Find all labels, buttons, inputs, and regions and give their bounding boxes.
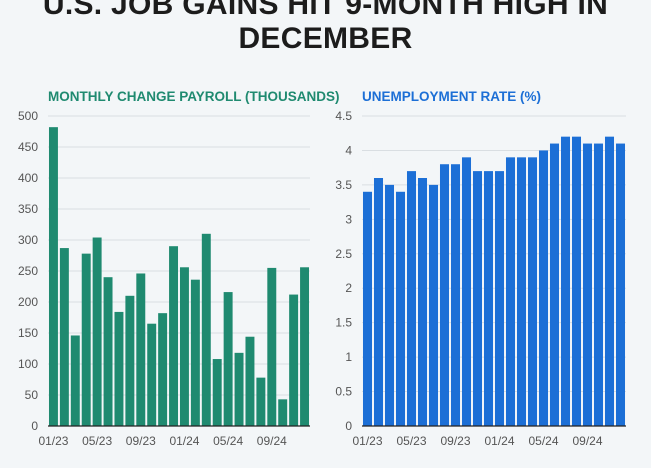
bar-09/23 bbox=[136, 273, 146, 426]
bar-09/24 bbox=[582, 143, 593, 427]
y-tick-label: 250 bbox=[18, 264, 38, 278]
bar-06/24 bbox=[549, 143, 560, 427]
bar-10/24 bbox=[593, 143, 604, 427]
bar-06/24 bbox=[234, 352, 244, 426]
y-tick-label: 300 bbox=[18, 233, 38, 247]
chart-title: UNEMPLOYMENT RATE (%) bbox=[362, 89, 541, 104]
y-tick-label: 3 bbox=[345, 212, 352, 226]
y-tick-label: 100 bbox=[18, 357, 38, 371]
x-tick-label: 09/24 bbox=[572, 434, 602, 448]
y-tick-label: 2.5 bbox=[335, 247, 352, 261]
bar-10/24 bbox=[278, 399, 288, 426]
y-tick-label: 4 bbox=[345, 143, 352, 157]
bar-01/23 bbox=[48, 127, 58, 426]
bar-12/23 bbox=[483, 171, 494, 426]
bar-05/23 bbox=[406, 171, 417, 426]
x-tick-label: 05/23 bbox=[82, 434, 112, 448]
bar-04/24 bbox=[212, 359, 222, 426]
x-tick-label: 05/23 bbox=[396, 434, 426, 448]
y-tick-label: 50 bbox=[25, 388, 39, 402]
x-tick-label: 05/24 bbox=[528, 434, 558, 448]
x-tick-label: 09/23 bbox=[440, 434, 470, 448]
bar-10/23 bbox=[147, 323, 157, 426]
bar-01/24 bbox=[494, 171, 505, 426]
bar-09/24 bbox=[267, 267, 277, 426]
bar-11/23 bbox=[472, 171, 483, 426]
bar-01/23 bbox=[362, 191, 373, 426]
chart-title: MONTHLY CHANGE PAYROLL (THOUSANDS) bbox=[48, 89, 340, 104]
bar-07/23 bbox=[114, 311, 124, 426]
y-tick-label: 2 bbox=[345, 281, 352, 295]
bar-11/24 bbox=[604, 136, 615, 426]
y-tick-label: 150 bbox=[18, 326, 38, 340]
bar-07/24 bbox=[245, 336, 255, 426]
x-tick-label: 01/24 bbox=[169, 434, 199, 448]
y-tick-label: 400 bbox=[18, 171, 38, 185]
y-tick-label: 0 bbox=[31, 419, 38, 433]
y-tick-label: 0 bbox=[345, 419, 352, 433]
bar-05/23 bbox=[92, 237, 102, 426]
bar-02/24 bbox=[190, 279, 200, 426]
bar-11/24 bbox=[289, 294, 299, 426]
y-tick-label: 350 bbox=[18, 202, 38, 216]
y-tick-label: 0.5 bbox=[335, 385, 352, 399]
bar-10/23 bbox=[461, 157, 472, 427]
y-tick-label: 450 bbox=[18, 140, 38, 154]
bar-06/23 bbox=[103, 277, 113, 426]
bar-04/23 bbox=[395, 191, 406, 426]
y-tick-label: 4.5 bbox=[335, 109, 352, 123]
bar-04/24 bbox=[527, 157, 538, 427]
bar-12/23 bbox=[169, 246, 179, 426]
bar-03/24 bbox=[201, 233, 211, 426]
x-tick-label: 09/24 bbox=[257, 434, 287, 448]
y-tick-label: 500 bbox=[18, 109, 38, 123]
bar-03/24 bbox=[516, 157, 527, 427]
bar-12/24 bbox=[615, 143, 626, 427]
x-tick-label: 05/24 bbox=[213, 434, 243, 448]
bar-05/24 bbox=[538, 150, 549, 426]
bar-08/24 bbox=[571, 136, 582, 426]
bar-07/23 bbox=[428, 184, 439, 426]
y-tick-label: 1.5 bbox=[335, 316, 352, 330]
bar-02/24 bbox=[505, 157, 516, 427]
y-tick-label: 1 bbox=[345, 350, 352, 364]
bar-03/23 bbox=[384, 184, 395, 426]
x-tick-label: 01/23 bbox=[352, 434, 382, 448]
bar-03/23 bbox=[70, 335, 80, 426]
page-title: U.S. JOB GAINS HIT 9-MONTH HIGH IN DECEM… bbox=[42, 0, 609, 55]
bar-05/24 bbox=[223, 292, 233, 426]
bar-09/23 bbox=[450, 164, 461, 426]
chart-1: MONTHLY CHANGE PAYROLL (THOUSANDS) 0 50 100… bbox=[18, 89, 340, 448]
y-tick-label: 200 bbox=[18, 295, 38, 309]
bar-11/23 bbox=[158, 313, 168, 426]
bar-08/23 bbox=[125, 295, 135, 426]
bar-01/24 bbox=[179, 267, 189, 426]
bar-04/23 bbox=[81, 253, 91, 426]
bar-02/23 bbox=[59, 248, 69, 426]
chart-2: UNEMPLOYMENT RATE (%) 0 0.5 1 1.5 2 2.5 3 3.5 4 4.… bbox=[335, 89, 626, 448]
bar-07/24 bbox=[560, 136, 571, 426]
bar-02/23 bbox=[373, 178, 384, 426]
bar-06/23 bbox=[417, 178, 428, 426]
y-tick-label: 3.5 bbox=[335, 178, 352, 192]
x-tick-label: 01/24 bbox=[484, 434, 514, 448]
bar-08/24 bbox=[256, 377, 266, 426]
bar-12/24 bbox=[300, 267, 310, 426]
x-tick-label: 09/23 bbox=[126, 434, 156, 448]
x-tick-label: 01/23 bbox=[38, 434, 68, 448]
bar-08/23 bbox=[439, 164, 450, 426]
